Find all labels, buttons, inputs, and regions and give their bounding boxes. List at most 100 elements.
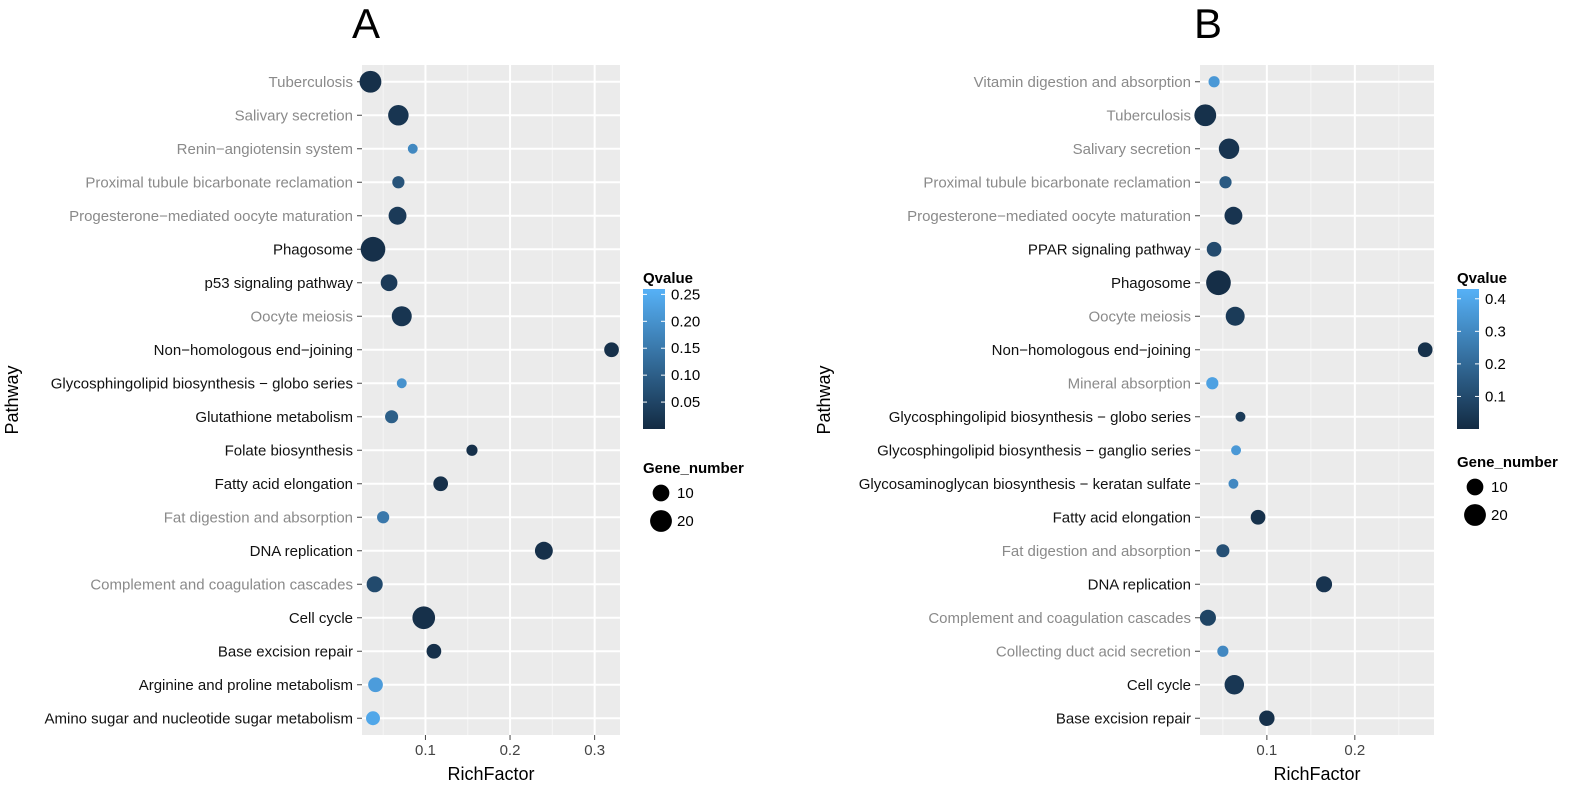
x-tick-label: 0.2 — [500, 742, 521, 759]
y-tick-label: Oocyte meiosis — [1088, 308, 1191, 325]
x-tick-label: 0.3 — [584, 742, 605, 759]
data-point — [1208, 76, 1220, 88]
y-tick-label: Cell cycle — [1127, 677, 1191, 694]
data-point — [359, 70, 382, 93]
data-point — [1225, 306, 1245, 326]
y-tick-label: Collecting duct acid secretion — [996, 643, 1191, 660]
gene-number-legend-label: 20 — [677, 513, 694, 530]
x-tick-label: 0.1 — [415, 742, 436, 759]
qvalue-legend-title: Qvalue — [643, 270, 693, 287]
y-tick-label: Renin−angiotensin system — [177, 141, 353, 158]
x-tick-label: 0.2 — [1344, 742, 1365, 759]
y-tick-label: DNA replication — [1088, 576, 1191, 593]
y-tick-label: Vitamin digestion and absorption — [974, 74, 1191, 91]
data-point — [1218, 138, 1240, 159]
gene-number-legend-dot — [1464, 504, 1486, 526]
data-point — [368, 677, 383, 693]
y-tick-label: Complement and coagulation cascades — [928, 610, 1191, 627]
data-point — [1224, 674, 1245, 695]
colorbar-tick-label: 0.10 — [671, 367, 700, 384]
gene-number-legend-dot — [1466, 478, 1484, 496]
y-axis-label: Pathway — [2, 365, 22, 434]
colorbar-tick-label: 0.20 — [671, 313, 700, 330]
colorbar-tick-label: 0.1 — [1485, 388, 1506, 405]
gene-number-legend-dot — [652, 484, 670, 502]
panel-b: B 0.1 0.2 Vitamin digestion and absorption T… — [814, 0, 1558, 784]
data-point — [380, 274, 398, 292]
y-tick-label: Fat digestion and absorption — [164, 509, 353, 526]
gene-number-legend-title: Gene_number — [1457, 454, 1558, 471]
y-tick-label: Amino sugar and nucleotide sugar metabol… — [44, 710, 353, 727]
y-tick-label: Progesterone−mediated oocyte maturation — [907, 208, 1191, 225]
qvalue-colorbar — [1457, 289, 1479, 429]
data-point — [1231, 445, 1242, 456]
y-tick-label: Salivary secretion — [1073, 141, 1191, 158]
y-tick-label: Tuberculosis — [269, 74, 353, 91]
y-tick-label: Oocyte meiosis — [250, 308, 353, 325]
data-point — [377, 511, 390, 524]
y-tick-label: Folate biosynthesis — [225, 442, 353, 459]
data-point — [1235, 411, 1246, 422]
data-point — [1206, 270, 1231, 296]
data-point — [1315, 576, 1333, 593]
plot-background — [362, 65, 620, 735]
y-tick-label: Progesterone−mediated oocyte maturation — [69, 208, 353, 225]
x-axis-label: RichFactor — [1273, 764, 1360, 784]
data-point — [385, 410, 399, 424]
data-point — [1194, 104, 1217, 127]
y-tick-label: Proximal tubule bicarbonate reclamation — [923, 174, 1191, 191]
data-point — [388, 105, 409, 126]
y-tick-label: Arginine and proline metabolism — [139, 677, 353, 694]
data-point — [1417, 342, 1433, 358]
data-point — [433, 476, 449, 492]
y-axis-label: Pathway — [814, 365, 834, 434]
colorbar-tick-label: 0.05 — [671, 394, 700, 411]
data-point — [360, 236, 386, 262]
panel-a-letter: A — [352, 0, 380, 47]
y-tick-label: Fatty acid elongation — [215, 476, 353, 493]
data-point — [534, 541, 553, 560]
data-point — [1206, 241, 1222, 257]
qvalue-legend-title: Qvalue — [1457, 270, 1507, 287]
colorbar-tick-label: 0.25 — [671, 286, 700, 303]
data-point — [396, 378, 407, 389]
data-point — [426, 643, 442, 659]
data-point — [466, 444, 478, 456]
data-point — [366, 711, 380, 726]
data-point — [407, 143, 418, 154]
y-tick-label: Non−homologous end−joining — [992, 342, 1191, 359]
y-tick-label: p53 signaling pathway — [205, 275, 354, 292]
y-tick-label: Complement and coagulation cascades — [90, 576, 353, 593]
colorbar-tick-label: 0.2 — [1485, 356, 1506, 373]
plot-background — [1200, 65, 1434, 735]
x-tick-label: 0.1 — [1256, 742, 1277, 759]
y-tick-label: Base excision repair — [1056, 710, 1191, 727]
gene-number-legend-title: Gene_number — [643, 460, 744, 477]
y-tick-label: Glycosphingolipid biosynthesis − globo s… — [889, 409, 1191, 426]
y-tick-label: Glycosaminoglycan biosynthesis − keratan… — [859, 476, 1191, 493]
data-point — [388, 206, 407, 225]
panel-a: A 0.1 0.2 0.3 Tuberculosis Salivary secretion… — [2, 0, 744, 784]
colorbar-tick-label: 0.4 — [1485, 291, 1506, 308]
y-tick-label: Proximal tubule bicarbonate reclamation — [85, 174, 353, 191]
y-tick-label: Non−homologous end−joining — [154, 342, 353, 359]
data-point — [1206, 377, 1219, 390]
y-tick-label: Tuberculosis — [1107, 107, 1191, 124]
y-tick-label: Cell cycle — [289, 610, 353, 627]
x-axis-label: RichFactor — [447, 764, 534, 784]
gene-number-legend-label: 10 — [1491, 479, 1508, 496]
y-tick-label: Phagosome — [273, 241, 353, 258]
y-tick-label: Glycosphingolipid biosynthesis − globo s… — [51, 375, 353, 392]
data-point — [1217, 645, 1229, 657]
data-point — [1228, 478, 1239, 489]
data-point — [391, 306, 412, 327]
data-point — [366, 576, 383, 593]
y-tick-label: Base excision repair — [218, 643, 353, 660]
colorbar-tick-label: 0.3 — [1485, 323, 1506, 340]
y-tick-label: PPAR signaling pathway — [1028, 241, 1192, 258]
y-tick-label: Glutathione metabolism — [195, 409, 353, 426]
data-point — [1216, 544, 1230, 558]
gene-number-legend-dot — [650, 510, 672, 532]
colorbar-tick-label: 0.15 — [671, 340, 700, 357]
data-point — [1224, 206, 1243, 225]
